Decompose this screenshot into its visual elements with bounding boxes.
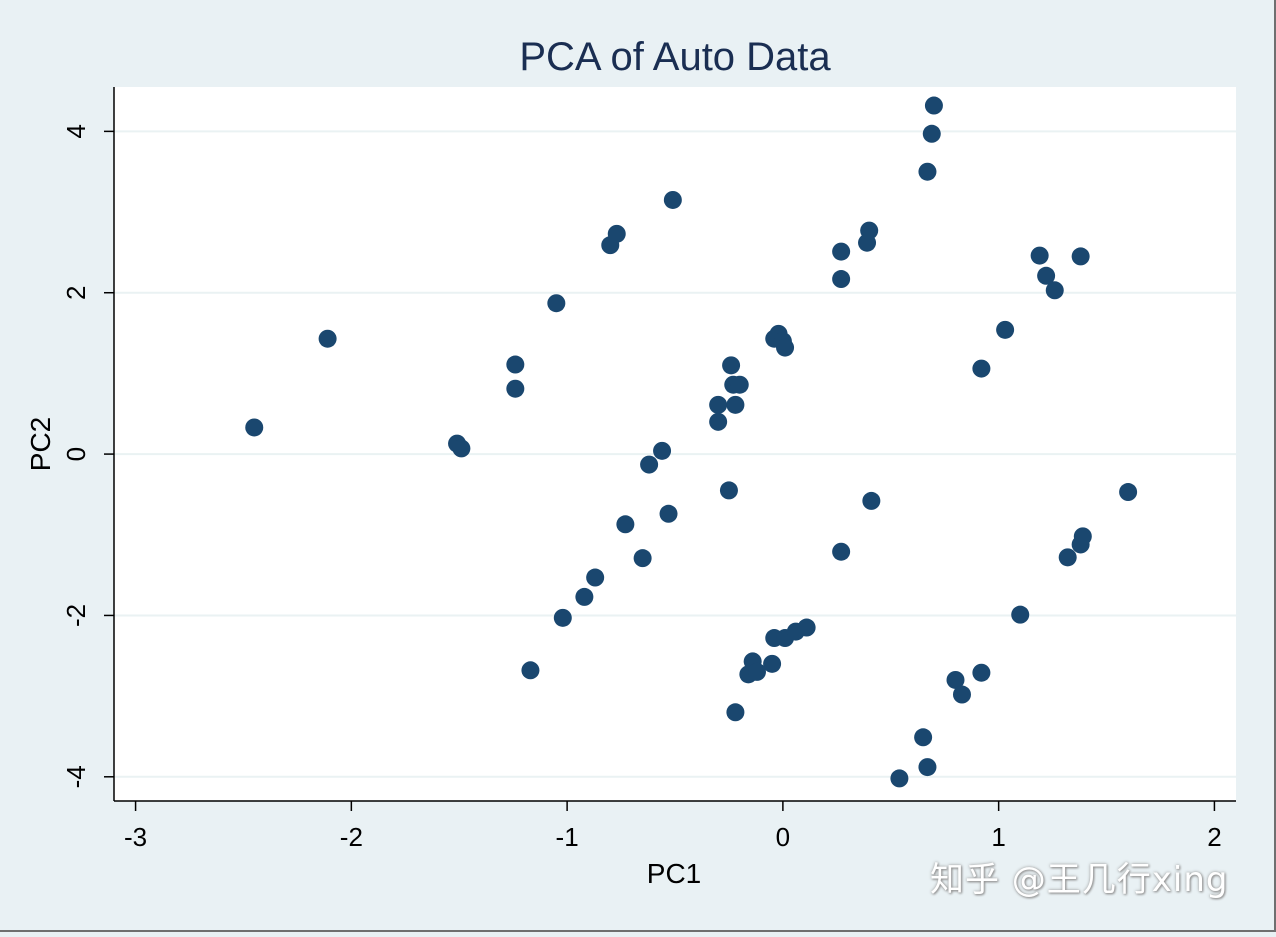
data-point	[832, 270, 851, 289]
data-point	[318, 329, 337, 348]
data-point	[890, 769, 909, 788]
x-tick-label: 2	[1207, 822, 1221, 852]
data-point	[452, 439, 471, 458]
data-point	[506, 355, 525, 374]
data-point	[709, 395, 728, 414]
y-tick-label: 2	[61, 285, 91, 299]
data-point	[918, 162, 937, 181]
data-point	[922, 124, 941, 143]
data-point	[726, 395, 745, 414]
data-point	[521, 661, 540, 680]
data-point	[914, 728, 933, 747]
y-tick-label: 0	[61, 447, 91, 461]
data-point	[1071, 247, 1090, 266]
data-point	[730, 375, 749, 394]
data-point	[862, 491, 881, 510]
x-tick-label: -1	[556, 822, 579, 852]
data-point	[1119, 483, 1138, 502]
data-point	[575, 587, 594, 606]
frame-edge-right	[1274, 0, 1276, 932]
data-point	[972, 359, 991, 378]
data-point	[607, 224, 626, 243]
data-point	[832, 542, 851, 561]
x-tick-label: -2	[340, 822, 363, 852]
data-point	[633, 549, 652, 568]
y-tick-label: 4	[61, 124, 91, 138]
data-point	[722, 356, 741, 375]
data-point	[996, 320, 1015, 339]
data-point	[918, 758, 937, 777]
data-point	[709, 412, 728, 431]
data-point	[1011, 605, 1030, 624]
data-point	[952, 685, 971, 704]
data-point	[245, 418, 264, 437]
data-point	[832, 242, 851, 261]
data-point	[1045, 281, 1064, 300]
y-tick-label: -2	[61, 604, 91, 627]
data-point	[972, 663, 991, 682]
data-points	[245, 96, 1138, 788]
data-point	[1058, 548, 1077, 567]
data-point	[547, 294, 566, 313]
data-point	[719, 481, 738, 500]
axis-ticks: -4 -2 0 2 4 -3 -2 -1 0 1 2	[61, 124, 1222, 852]
data-point	[640, 455, 659, 474]
frame-edge-bottom	[0, 930, 1276, 932]
x-axis-label: PC1	[647, 858, 701, 889]
data-point	[763, 654, 782, 673]
data-point	[1073, 527, 1092, 546]
y-tick-label: -4	[61, 765, 91, 788]
data-point	[663, 190, 682, 209]
data-point	[659, 504, 678, 523]
data-point	[946, 670, 965, 689]
data-point	[1037, 266, 1056, 285]
data-point	[860, 221, 879, 240]
data-point	[653, 441, 672, 460]
chart-title: PCA of Auto Data	[519, 35, 831, 79]
data-point	[586, 568, 605, 587]
data-point	[747, 662, 766, 681]
x-tick-label: 1	[991, 822, 1005, 852]
gridlines	[114, 130, 1236, 778]
data-point	[726, 703, 745, 722]
y-axis-label: PC2	[25, 417, 56, 471]
data-point	[1030, 246, 1049, 265]
data-point	[616, 515, 635, 534]
data-point	[553, 608, 572, 627]
data-point	[776, 338, 795, 357]
x-tick-label: 0	[776, 822, 790, 852]
watermark: 知乎 @王几行xing	[930, 860, 1229, 900]
data-point	[924, 96, 943, 115]
data-point	[506, 379, 525, 398]
x-tick-label: -3	[124, 822, 147, 852]
data-point	[797, 618, 816, 637]
